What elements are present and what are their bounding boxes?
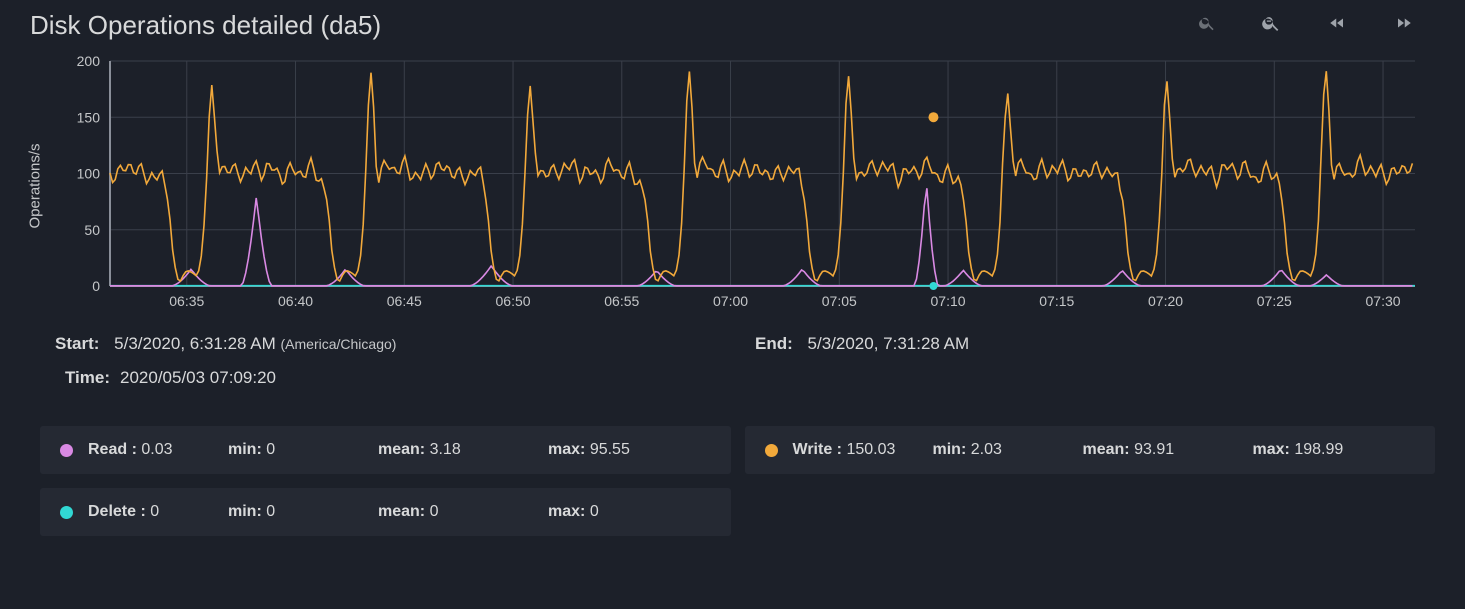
panel-title: Disk Operations detailed (da5) <box>30 10 381 41</box>
step-back-icon[interactable] <box>1326 14 1348 37</box>
legend: Read : 0.03 min: 0 mean: 3.18 max: 95.55… <box>40 426 1435 536</box>
legend-write-name: Write : 150.03 <box>793 441 933 459</box>
legend-item-read[interactable]: Read : 0.03 min: 0 mean: 3.18 max: 95.55 <box>40 426 731 474</box>
legend-write-max: max: 198.99 <box>1253 441 1403 459</box>
zoom-in-icon[interactable] <box>1198 14 1216 37</box>
zoom-out-icon[interactable] <box>1261 13 1281 38</box>
legend-read-name: Read : 0.03 <box>88 441 228 459</box>
svg-text:0: 0 <box>92 278 100 294</box>
legend-delete-min: min: 0 <box>228 503 378 521</box>
svg-text:07:15: 07:15 <box>1039 293 1074 309</box>
svg-text:07:05: 07:05 <box>822 293 857 309</box>
end-label: End: <box>755 334 793 353</box>
time-label: Time: <box>55 368 110 388</box>
svg-text:200: 200 <box>77 56 101 69</box>
chart-area[interactable]: Operations/s 06:3506:4006:4506:5006:5507… <box>40 56 1415 316</box>
svg-text:06:45: 06:45 <box>387 293 422 309</box>
legend-write-mean: mean: 93.91 <box>1083 441 1253 459</box>
legend-read-min: min: 0 <box>228 441 378 459</box>
legend-read-mean: mean: 3.18 <box>378 441 548 459</box>
svg-text:50: 50 <box>84 222 100 238</box>
time-range-meta: Start: 5/3/2020, 6:31:28 AM (America/Chi… <box>55 334 1445 402</box>
write-color-dot <box>765 444 778 457</box>
svg-text:06:55: 06:55 <box>604 293 639 309</box>
start-tz: (America/Chicago) <box>281 336 397 352</box>
legend-item-write[interactable]: Write : 150.03 min: 2.03 mean: 93.91 max… <box>745 426 1436 474</box>
svg-text:07:00: 07:00 <box>713 293 748 309</box>
legend-delete-max: max: 0 <box>548 503 698 521</box>
start-label: Start: <box>55 334 99 353</box>
legend-delete-mean: mean: 0 <box>378 503 548 521</box>
svg-text:06:40: 06:40 <box>278 293 313 309</box>
read-color-dot <box>60 444 73 457</box>
delete-color-dot <box>60 506 73 519</box>
chart-svg: 06:35 06:40 06:45 06:50 06:55 07:00 07:05 07:10… <box>40 56 1425 316</box>
panel-header: Disk Operations detailed (da5) <box>30 10 1445 41</box>
end-value: 5/3/2020, 7:31:28 AM <box>808 334 970 353</box>
svg-text:07:10: 07:10 <box>931 293 966 309</box>
legend-read-max: max: 95.55 <box>548 441 698 459</box>
svg-text:07:30: 07:30 <box>1366 293 1401 309</box>
svg-text:07:25: 07:25 <box>1257 293 1292 309</box>
legend-item-delete[interactable]: Delete : 0 min: 0 mean: 0 max: 0 <box>40 488 731 536</box>
svg-text:06:50: 06:50 <box>496 293 531 309</box>
time-value: 2020/05/03 07:09:20 <box>120 368 276 388</box>
y-axis-label: Operations/s <box>27 143 44 228</box>
legend-delete-name: Delete : 0 <box>88 503 228 521</box>
svg-text:07:20: 07:20 <box>1148 293 1183 309</box>
start-value: 5/3/2020, 6:31:28 AM <box>114 334 276 353</box>
svg-text:150: 150 <box>77 109 101 125</box>
svg-text:06:35: 06:35 <box>169 293 204 309</box>
legend-write-min: min: 2.03 <box>933 441 1083 459</box>
step-forward-icon[interactable] <box>1393 14 1415 37</box>
panel-toolbar <box>1198 13 1445 38</box>
disk-ops-panel: Disk Operations detailed (da5) Operation… <box>0 0 1465 546</box>
svg-text:100: 100 <box>77 166 101 182</box>
